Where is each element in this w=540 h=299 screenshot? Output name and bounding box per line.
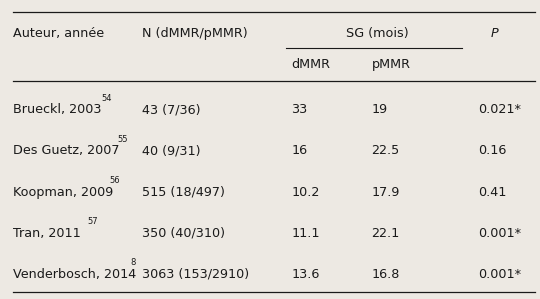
Text: 17.9: 17.9 xyxy=(372,186,400,199)
Text: Venderbosch, 2014: Venderbosch, 2014 xyxy=(14,268,137,281)
Text: 0.41: 0.41 xyxy=(478,186,507,199)
Text: 19: 19 xyxy=(372,103,388,116)
Text: dMMR: dMMR xyxy=(292,58,330,71)
Text: 22.5: 22.5 xyxy=(372,144,400,158)
Text: 40 (9/31): 40 (9/31) xyxy=(141,144,200,158)
Text: N (dMMR/pMMR): N (dMMR/pMMR) xyxy=(141,27,247,40)
Text: 11.1: 11.1 xyxy=(292,227,320,239)
Text: Brueckl, 2003: Brueckl, 2003 xyxy=(14,103,102,116)
Text: 0.001*: 0.001* xyxy=(478,268,522,281)
Text: 56: 56 xyxy=(110,176,120,185)
Text: $P$: $P$ xyxy=(490,27,500,40)
Text: Tran, 2011: Tran, 2011 xyxy=(14,227,81,239)
Text: SG (mois): SG (mois) xyxy=(346,27,408,40)
Text: 8: 8 xyxy=(130,258,136,267)
Text: 16.8: 16.8 xyxy=(372,268,400,281)
Text: Des Guetz, 2007: Des Guetz, 2007 xyxy=(14,144,120,158)
Text: 10.2: 10.2 xyxy=(292,186,320,199)
Text: 0.021*: 0.021* xyxy=(478,103,522,116)
Text: pMMR: pMMR xyxy=(372,58,410,71)
Text: Auteur, année: Auteur, année xyxy=(14,27,105,40)
Text: 43 (7/36): 43 (7/36) xyxy=(141,103,200,116)
Text: Koopman, 2009: Koopman, 2009 xyxy=(14,186,114,199)
Text: 3063 (153/2910): 3063 (153/2910) xyxy=(141,268,249,281)
Text: 0.001*: 0.001* xyxy=(478,227,522,239)
Text: 57: 57 xyxy=(87,217,98,226)
Text: 16: 16 xyxy=(292,144,307,158)
Text: 515 (18/497): 515 (18/497) xyxy=(141,186,225,199)
Text: 54: 54 xyxy=(102,94,112,103)
Text: 55: 55 xyxy=(118,135,128,144)
Text: 33: 33 xyxy=(292,103,308,116)
Text: 350 (40/310): 350 (40/310) xyxy=(141,227,225,239)
Text: 22.1: 22.1 xyxy=(372,227,400,239)
Text: 0.16: 0.16 xyxy=(478,144,507,158)
Text: 13.6: 13.6 xyxy=(292,268,320,281)
